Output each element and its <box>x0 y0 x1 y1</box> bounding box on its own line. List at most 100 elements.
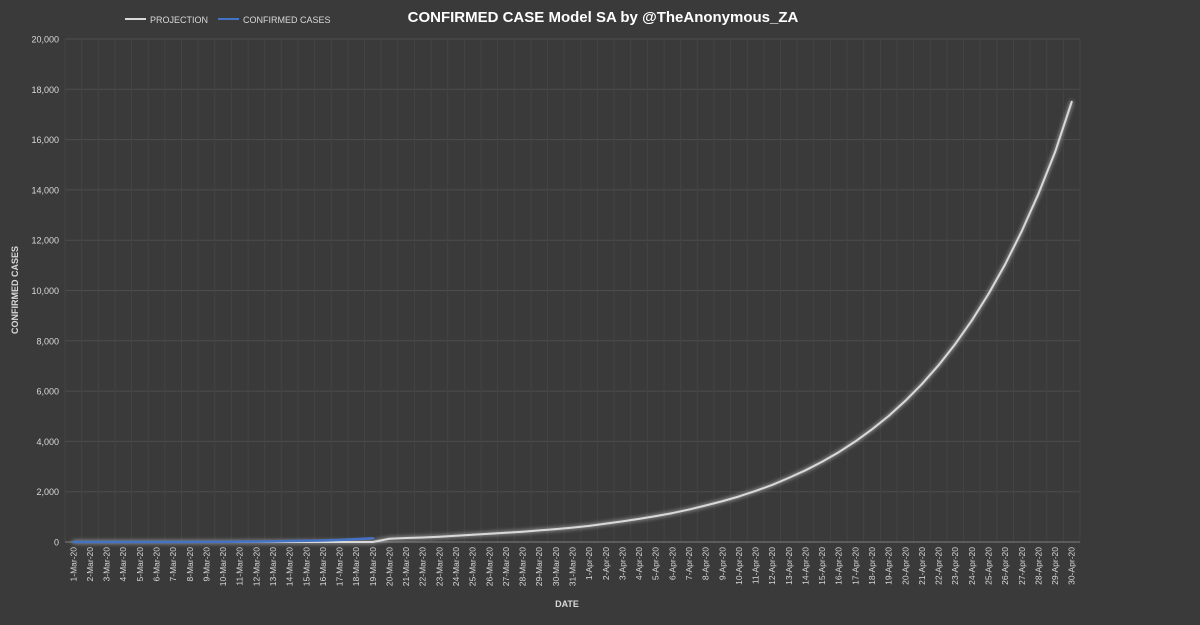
x-tick-label: 13-Mar-20 <box>268 547 278 586</box>
x-tick-label: 1-Apr-20 <box>584 547 594 580</box>
data-point-confirmed-cases <box>255 540 258 543</box>
data-point-projection <box>554 528 557 531</box>
x-tick-label: 1-Mar-20 <box>68 547 78 582</box>
legend-projection-label: PROJECTION <box>150 15 208 25</box>
x-tick-label: 22-Mar-20 <box>418 547 428 586</box>
x-tick-label: 12-Mar-20 <box>251 547 261 586</box>
data-point-projection <box>854 440 857 443</box>
y-tick-label: 18,000 <box>31 85 59 95</box>
data-point-projection <box>837 451 840 454</box>
y-tick-label: 2,000 <box>36 487 59 497</box>
data-point-projection <box>405 537 408 539</box>
data-point-confirmed-cases <box>305 539 308 542</box>
y-tick-label: 0 <box>54 538 59 548</box>
data-point-projection <box>1037 193 1040 195</box>
x-tick-label: 9-Mar-20 <box>201 547 211 582</box>
data-point-projection <box>1070 100 1073 103</box>
data-point-confirmed-cases <box>138 541 141 543</box>
x-tick-label: 15-Mar-20 <box>301 547 311 586</box>
chart-title: CONFIRMED CASE Model SA by @TheAnonymous… <box>408 9 799 26</box>
x-tick-label: 12-Apr-20 <box>767 547 777 585</box>
data-point-projection <box>671 512 674 514</box>
x-tick-label: 21-Mar-20 <box>401 547 411 586</box>
data-point-projection <box>355 541 358 543</box>
y-tick-label: 20,000 <box>31 35 59 45</box>
x-tick-label: 29-Mar-20 <box>534 547 544 586</box>
x-tick-label: 15-Apr-20 <box>817 547 827 585</box>
data-point-projection <box>787 476 790 479</box>
data-point-projection <box>721 500 724 503</box>
x-tick-label: 13-Apr-20 <box>784 547 794 585</box>
x-tick-label: 31-Mar-20 <box>568 547 578 586</box>
x-tick-label: 25-Mar-20 <box>468 547 478 586</box>
x-tick-label: 2-Mar-20 <box>85 547 95 582</box>
data-point-projection <box>821 460 823 463</box>
data-point-projection <box>421 536 424 539</box>
x-axis-title: DATE <box>555 599 579 609</box>
data-point-projection <box>438 535 441 538</box>
data-point-confirmed-cases <box>288 540 291 542</box>
x-tick-label: 19-Mar-20 <box>368 547 378 586</box>
data-point-projection <box>455 534 457 537</box>
x-tick-label: 22-Apr-20 <box>934 547 944 585</box>
x-tick-label: 27-Mar-20 <box>501 547 511 586</box>
data-point-projection <box>804 469 807 472</box>
data-point-projection <box>937 364 940 367</box>
x-tick-label: 29-Apr-20 <box>1050 547 1060 585</box>
data-point-projection <box>954 343 957 345</box>
data-point-projection <box>571 526 574 529</box>
data-point-projection <box>887 415 890 417</box>
data-point-projection <box>1004 263 1007 266</box>
axes: 0 2,000 4,000 6,000 8,000 10,000 12,000 14,000 1… <box>31 35 1080 586</box>
data-point-projection <box>338 541 341 543</box>
data-point-projection <box>704 504 707 507</box>
x-tick-label: 18-Mar-20 <box>351 547 361 586</box>
data-point-projection <box>654 515 657 517</box>
data-point-confirmed-cases <box>238 540 241 543</box>
data-point-confirmed-cases <box>272 540 274 543</box>
grid <box>64 38 1081 542</box>
x-tick-label: 14-Mar-20 <box>285 547 295 586</box>
data-point-projection <box>371 541 374 543</box>
data-point-confirmed-cases <box>222 540 224 543</box>
data-point-confirmed-cases <box>72 541 75 543</box>
data-point-confirmed-cases <box>355 538 358 540</box>
x-tick-label: 19-Apr-20 <box>884 547 894 585</box>
x-tick-label: 4-Mar-20 <box>118 547 128 582</box>
x-tick-label: 3-Mar-20 <box>102 547 112 582</box>
data-point-projection <box>921 383 923 385</box>
data-point-confirmed-cases <box>105 541 108 543</box>
x-tick-label: 2-Apr-20 <box>601 547 611 580</box>
y-tick-label: 14,000 <box>31 185 59 195</box>
y-tick-label: 12,000 <box>31 236 59 246</box>
x-tick-label: 16-Apr-20 <box>834 547 844 585</box>
x-tick-label: 4-Apr-20 <box>634 547 644 580</box>
x-tick-label: 5-Mar-20 <box>135 547 145 582</box>
y-axis-title: CONFIRMED CASES <box>10 246 20 334</box>
x-tick-label: 11-Mar-20 <box>235 547 245 586</box>
data-point-projection <box>1054 151 1056 154</box>
data-point-projection <box>771 484 774 486</box>
x-tick-label: 5-Apr-20 <box>651 547 661 580</box>
data-point-projection <box>488 532 491 535</box>
x-tick-label: 9-Apr-20 <box>717 547 727 580</box>
x-tick-label: 20-Mar-20 <box>384 547 394 586</box>
x-tick-label: 27-Apr-20 <box>1017 547 1027 585</box>
data-point-confirmed-cases <box>338 538 341 541</box>
x-tick-label: 26-Mar-20 <box>484 547 494 586</box>
data-point-projection <box>505 531 507 534</box>
x-tick-label: 18-Apr-20 <box>867 547 877 585</box>
x-tick-label: 23-Apr-20 <box>950 547 960 585</box>
x-tick-label: 8-Apr-20 <box>701 547 711 580</box>
x-tick-label: 7-Mar-20 <box>168 547 178 582</box>
x-tick-label: 10-Mar-20 <box>218 547 228 586</box>
data-point-confirmed-cases <box>371 537 374 540</box>
x-tick-label: 17-Mar-20 <box>335 547 345 586</box>
data-point-confirmed-cases <box>172 541 175 543</box>
x-tick-label: 6-Apr-20 <box>667 547 677 580</box>
data-point-projection <box>538 529 541 532</box>
x-tick-label: 8-Mar-20 <box>185 547 195 582</box>
series-line-projection <box>72 100 1073 543</box>
y-tick-label: 10,000 <box>31 286 59 296</box>
